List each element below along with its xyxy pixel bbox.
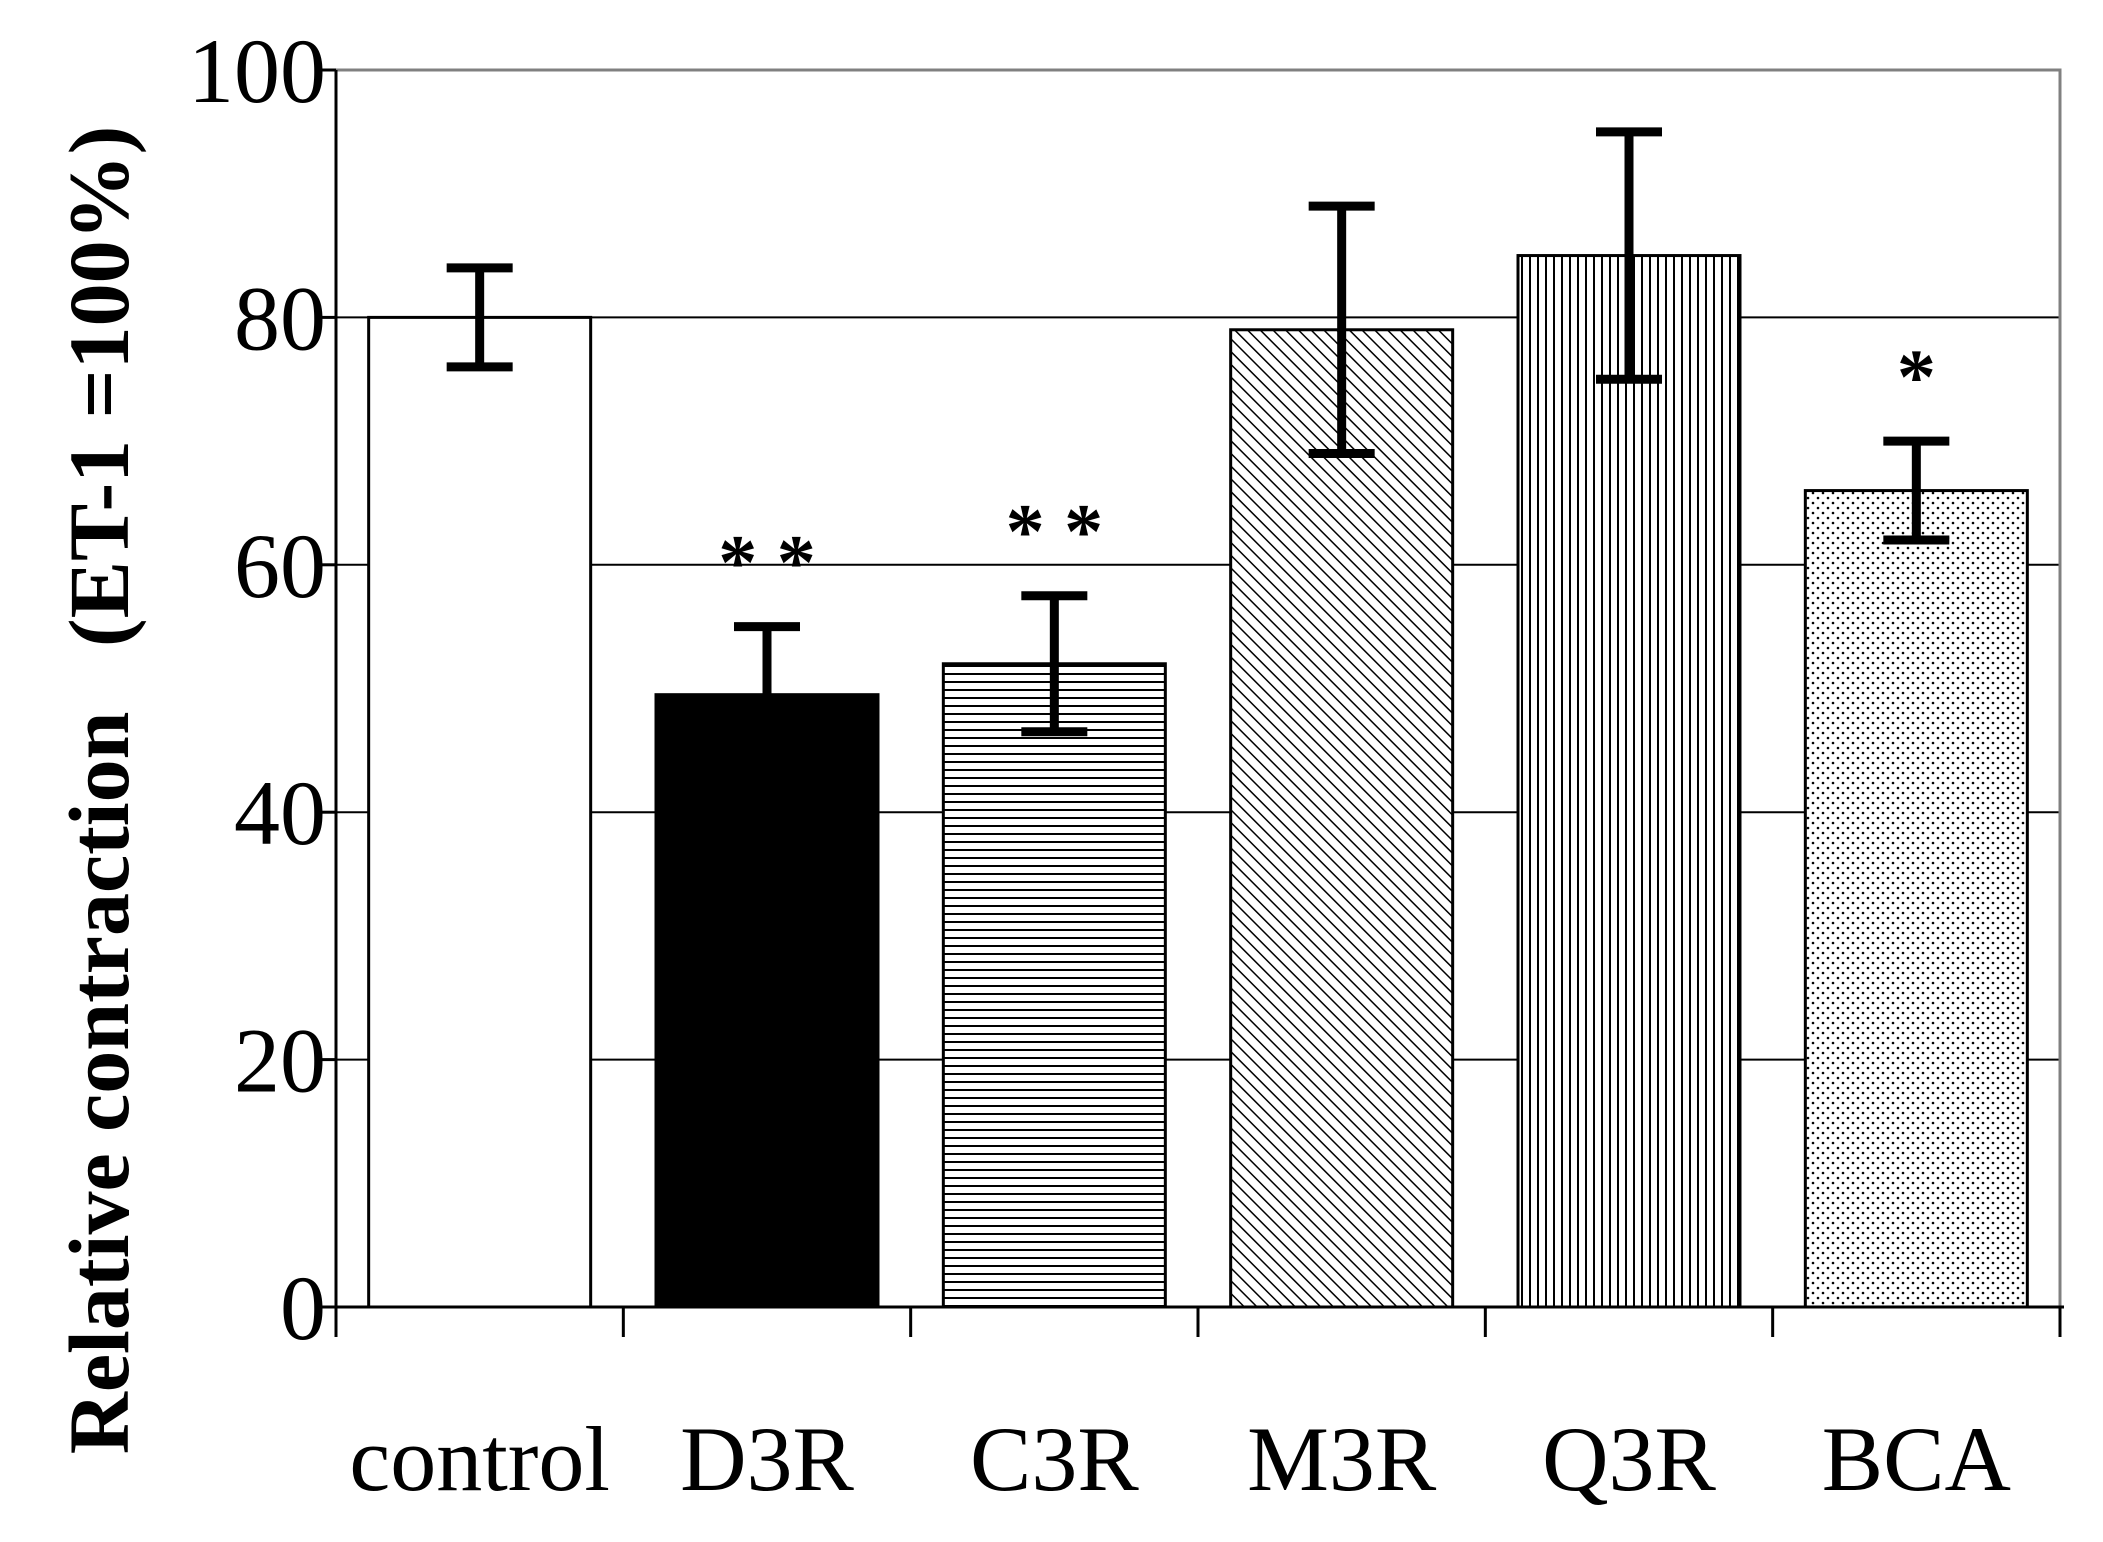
error-bar-D3R	[734, 622, 800, 768]
error-bar-Q3R	[1596, 127, 1662, 384]
y-tick-label-80: 80	[234, 267, 326, 369]
significance-C3R: * *	[1006, 488, 1104, 575]
axes	[322, 68, 2064, 1337]
bar-BCA	[1803, 489, 2029, 1309]
x-tick-label-D3R: D3R	[680, 1408, 854, 1510]
plot-frame	[334, 68, 2062, 1309]
y-tick-label-60: 60	[234, 515, 326, 617]
x-tick-label-M3R: M3R	[1247, 1408, 1437, 1510]
bars	[367, 254, 2029, 1309]
x-tick-label-Q3R: Q3R	[1542, 1408, 1716, 1510]
y-axis-label: Relative contraction (ET-1 =100%)	[51, 126, 147, 1454]
bar-control	[367, 315, 593, 1309]
x-tick-label-BCA: BCA	[1822, 1408, 2011, 1510]
x-category-labels: control D3R C3R M3R Q3R BCA	[349, 1408, 2011, 1510]
bar-C3R	[941, 662, 1167, 1309]
error-bars	[446, 127, 1950, 768]
x-tick-label-control: control	[349, 1408, 610, 1510]
error-bar-M3R	[1308, 201, 1375, 458]
x-tick-label-C3R: C3R	[970, 1408, 1139, 1510]
bar-M3R	[1229, 328, 1455, 1309]
y-tick-label-100: 100	[188, 20, 326, 122]
error-bar-control	[446, 263, 513, 372]
bar-Q3R	[1516, 254, 1742, 1309]
y-tick-label-20: 20	[234, 1010, 326, 1112]
significance-D3R: * *	[718, 519, 816, 606]
y-tick-label-0: 0	[280, 1257, 326, 1359]
error-bar-BCA	[1883, 436, 1950, 545]
bar-D3R	[654, 693, 880, 1309]
significance-BCA: *	[1897, 333, 1936, 420]
significance-annotations: * * * * *	[718, 333, 1936, 606]
y-tick-label-40: 40	[234, 762, 326, 864]
error-bar-C3R	[1021, 591, 1088, 737]
gridlines	[336, 69, 2060, 1061]
y-tick-labels: 0 20 40 60 80 100	[188, 20, 326, 1359]
